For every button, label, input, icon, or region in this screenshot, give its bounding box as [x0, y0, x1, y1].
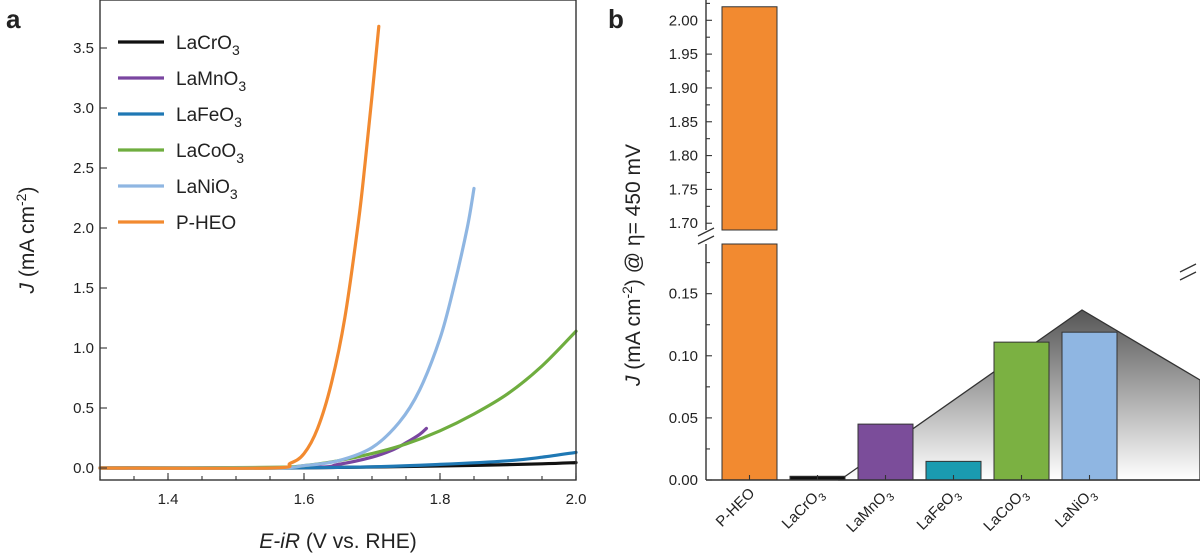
panel-a-y-tick-label: 1.5 [73, 280, 94, 297]
panel-b-upper-y-tick-label: 1.70 [669, 215, 698, 232]
legend-label-lanio3: LaNiO3 [176, 177, 238, 202]
axis-break-marker-right [1179, 263, 1197, 281]
panel-a-plot-frame [99, 0, 577, 481]
panel-b-bars-group [721, 6, 1118, 481]
panel-a-y-tick-label: 2.0 [73, 220, 94, 237]
panel-a-y-tick-label: 3.5 [73, 40, 94, 57]
bar-p-heo-upper [721, 6, 778, 231]
bar-lacoo3 [993, 341, 1050, 481]
panel-a-x-tick-label: 1.6 [294, 491, 315, 508]
series-line-p-heo [98, 24, 381, 470]
panel-a-y-tick-label: 3.0 [73, 100, 94, 117]
category-label-lanio3: LaNiO3 [1052, 485, 1101, 534]
panel-a-x-axis-title: E-iR (V vs. RHE) [259, 530, 417, 553]
bar-lamno3 [857, 423, 914, 481]
legend-label-p-heo: P-HEO [176, 213, 236, 234]
series-line-lanio3 [98, 186, 476, 470]
bar-p-heo-lower [721, 243, 778, 481]
panel-a-legend: LaCrO3 LaMnO3 LaFeO3 LaCoO3 LaNiO3 P-HEO [118, 33, 246, 234]
panel-b-upper-y-tick-label: 2.00 [669, 12, 698, 29]
category-label-p-heo: P-HEO [713, 485, 759, 531]
panel-b-label: b [608, 4, 624, 34]
panel-b-bar-chart: 0.00 0.05 0.10 0.15 1.70 1.75 1.80 1.85 1.90 1.95… [619, 0, 1200, 539]
panel-b-upper-y-tick-label: 1.90 [669, 80, 698, 97]
panel-a-y-tick-label: 2.5 [73, 160, 94, 177]
panel-a-y-tick-label: 0.0 [73, 460, 94, 477]
panel-b-upper-y-tick-label: 1.85 [669, 114, 698, 131]
category-label-lacoo3: LaCoO3 [980, 485, 1033, 538]
panel-b-lower-y-tick-label: 0.05 [669, 410, 698, 427]
bar-lanio3 [1061, 331, 1118, 481]
panel-a-x-tick-label: 1.4 [158, 491, 179, 508]
panel-b-upper-y-tick-label: 1.95 [669, 46, 698, 63]
panel-a-x-tick-label: 1.8 [430, 491, 451, 508]
panel-b-y-axis-title: J (mA cm-2) @ η= 450 mV [619, 144, 645, 387]
series-line-lamno3 [98, 426, 428, 470]
legend-label-lamno3: LaMnO3 [176, 69, 246, 94]
legend-label-lacoo3: LaCoO3 [176, 141, 244, 166]
panel-b-lower-y-tick-label: 0.00 [669, 472, 698, 489]
category-label-lamno3: LaMnO3 [843, 485, 897, 539]
legend-label-lacro3: LaCrO3 [176, 33, 240, 58]
panel-a-y-axis-title: J (mA cm-2) [13, 187, 39, 295]
panel-b-upper-y-tick-label: 1.80 [669, 148, 698, 165]
axis-break-marker-left [697, 227, 715, 245]
category-label-lafeo3: LaFeO3 [914, 485, 966, 537]
panel-b-lower-y-tick-label: 0.15 [669, 286, 698, 303]
panel-a-x-tick-label: 2.0 [566, 491, 587, 508]
legend-label-lafeo3: LaFeO3 [176, 105, 242, 130]
panel-a-line-chart: 1.4 1.6 1.8 2.0 0.0 0.5 1.0 1.5 2.0 2.5 3.0 3.5 La… [13, 0, 586, 553]
panel-a-y-tick-label: 1.0 [73, 340, 94, 357]
category-label-lacro3: LaCrO3 [779, 485, 829, 535]
panel-b-upper-y-tick-label: 1.75 [669, 181, 698, 198]
panel-a-y-tick-label: 0.5 [73, 400, 94, 417]
panel-a-series-group [98, 24, 578, 470]
panel-b-lower-y-tick-label: 0.10 [669, 348, 698, 365]
panel-a-label: a [6, 4, 21, 34]
